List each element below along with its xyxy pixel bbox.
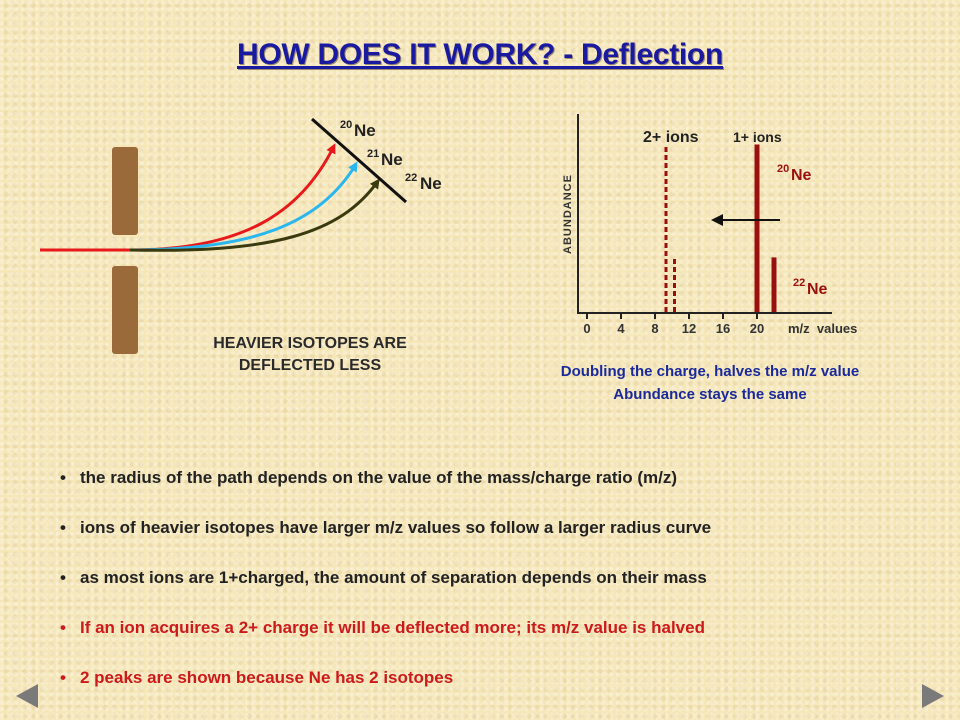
legend-1plus-ions: 1+ ions — [733, 129, 782, 145]
left-caption-line-1: HEAVIER ISOTOPES ARE — [213, 335, 407, 352]
peak-ne22-mass: 22 — [793, 277, 805, 289]
upper-slit-plate — [112, 147, 138, 235]
x-tick-label: 4 — [617, 321, 625, 336]
lower-slit-plate — [112, 266, 138, 354]
page-title: HOW DOES IT WORK? - Deflection — [237, 38, 723, 71]
right-caption: Doubling the charge, halves the m/z valu… — [500, 360, 920, 406]
bullet-item: If an ion acquires a 2+ charge it will b… — [60, 608, 920, 658]
legend-2plus-ions: 2+ ions — [643, 129, 699, 146]
mass-spectrum-chart: ABUNDANCE 0 4 8 12 16 20 m/z values 2+ ions 1… — [562, 114, 857, 336]
ne21-mass: 21 — [367, 148, 379, 160]
right-caption-line-2: Abundance stays the same — [613, 386, 807, 403]
y-axis-label: ABUNDANCE — [562, 174, 574, 254]
ne20-symbol: Ne — [354, 121, 376, 140]
bullet-item: 2 peaks are shown because Ne has 2 isoto… — [60, 658, 920, 708]
ne22-mass: 22 — [405, 172, 417, 184]
peak-ne20-mass: 20 — [777, 163, 789, 175]
x-tick-label: 12 — [682, 321, 696, 336]
peak-ne20-symbol: Ne — [791, 167, 812, 184]
ne22-symbol: Ne — [420, 174, 442, 193]
ne20-label: 20 Ne — [340, 119, 376, 140]
x-tick-label: 8 — [651, 321, 658, 336]
x-axis-label: m/z values — [788, 321, 857, 336]
bullet-list: the radius of the path depends on the va… — [60, 458, 920, 708]
peak-ne22-symbol: Ne — [807, 281, 828, 298]
next-slide-button[interactable] — [922, 684, 944, 708]
left-caption: HEAVIER ISOTOPES ARE DEFLECTED LESS — [160, 333, 460, 377]
ne22-label: 22 Ne — [405, 172, 442, 193]
ne21-symbol: Ne — [381, 150, 403, 169]
bullet-item: the radius of the path depends on the va… — [60, 458, 920, 508]
bullet-item: as most ions are 1+charged, the amount o… — [60, 558, 920, 608]
x-tick-label: 0 — [583, 321, 590, 336]
x-tick-label: 16 — [716, 321, 730, 336]
ne20-beam-path — [40, 143, 336, 252]
left-caption-line-2: DEFLECTED LESS — [238, 357, 382, 374]
peak-label-ne20: 20 Ne — [777, 163, 812, 184]
ne20-mass: 20 — [340, 119, 352, 131]
detector-line — [311, 117, 407, 204]
bullet-item: ions of heavier isotopes have larger m/z… — [60, 508, 920, 558]
ne21-beam-path — [129, 161, 358, 252]
ne21-label: 21 Ne — [367, 148, 403, 169]
ne22-beam-path — [129, 178, 380, 252]
peak-label-ne22: 22 Ne — [793, 277, 828, 298]
x-tick-label: 20 — [750, 321, 764, 336]
previous-slide-button[interactable] — [16, 684, 38, 708]
right-caption-line-1: Doubling the charge, halves the m/z valu… — [560, 363, 860, 380]
